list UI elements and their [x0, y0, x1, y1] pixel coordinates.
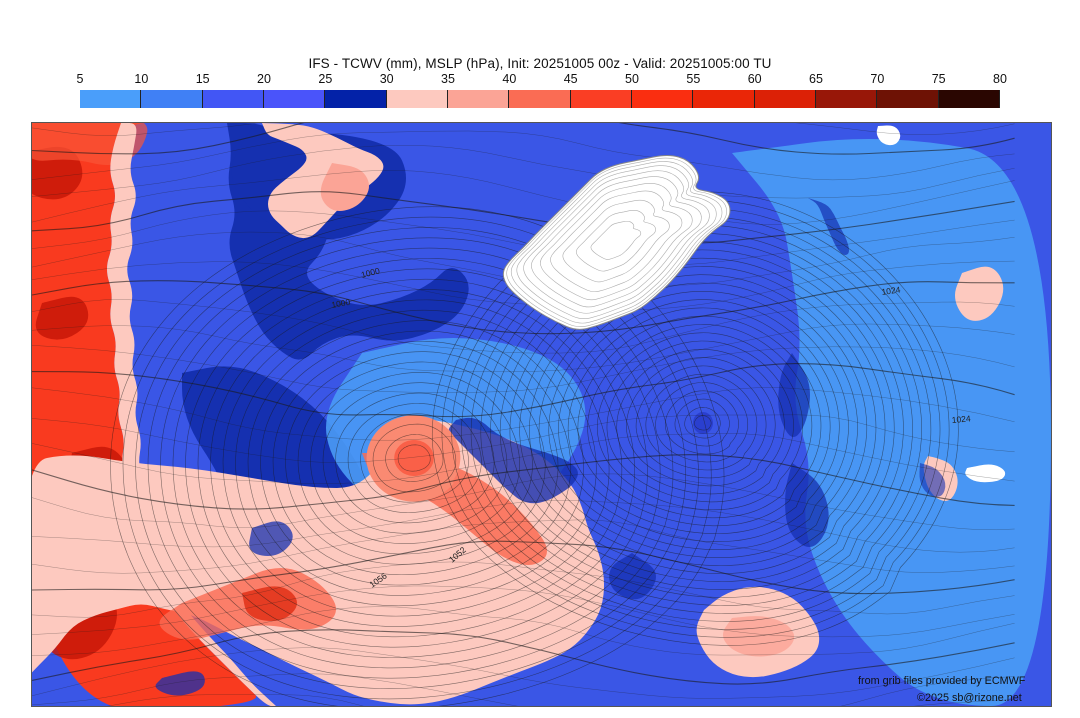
svg-text:1024: 1024 [951, 413, 971, 425]
svg-text:©2025 sb@rizone.net: ©2025 sb@rizone.net [917, 692, 1022, 704]
svg-text:from grib files provided by EC: from grib files provided by ECMWF [858, 675, 1026, 687]
